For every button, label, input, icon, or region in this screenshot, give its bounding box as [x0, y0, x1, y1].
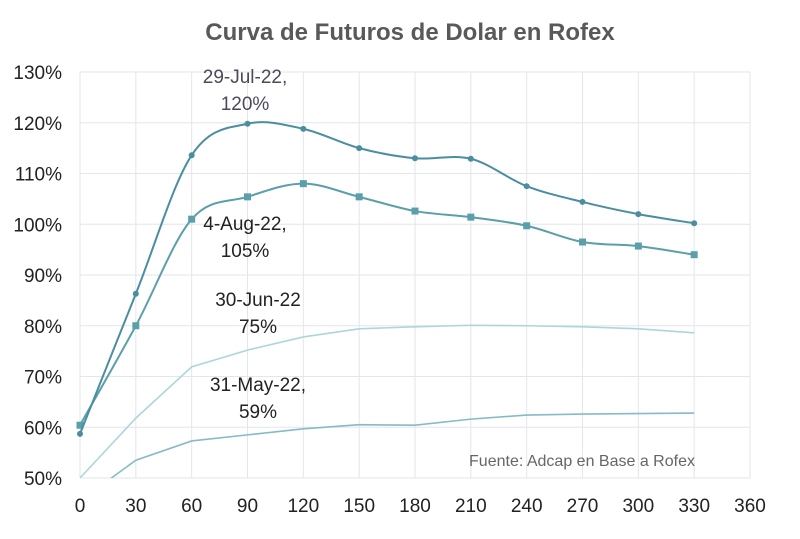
data-point-4-aug-22	[299, 180, 307, 188]
y-tick-label: 50%	[24, 469, 62, 490]
x-tick-label: 180	[399, 496, 431, 517]
y-tick-label: 60%	[24, 418, 62, 439]
data-point-4-aug-22	[467, 213, 475, 221]
y-tick-label: 90%	[24, 266, 62, 287]
data-point-29-jul-22	[635, 211, 642, 218]
annotation-value: 59%	[239, 402, 277, 423]
y-tick-label: 70%	[24, 368, 62, 389]
data-point-29-jul-22	[132, 290, 139, 297]
x-tick-label: 60	[181, 496, 202, 517]
x-tick-label: 330	[678, 496, 710, 517]
x-tick-label: 120	[287, 496, 319, 517]
data-point-29-jul-22	[188, 152, 195, 159]
data-point-4-aug-22	[76, 421, 84, 429]
annotation-value: 75%	[239, 317, 277, 338]
x-tick-label: 360	[734, 496, 766, 517]
annotation-value: 120%	[221, 94, 270, 115]
annotation-label: 31-May-22,	[210, 375, 306, 396]
annotation-value: 105%	[221, 241, 270, 262]
chart-title: Curva de Futuros de Dolar en Rofex	[205, 19, 615, 46]
data-point-29-jul-22	[77, 430, 83, 437]
data-point-29-jul-22	[412, 155, 418, 162]
data-point-29-jul-22	[691, 220, 698, 227]
x-tick-label: 300	[622, 496, 654, 517]
x-tick-label: 210	[455, 496, 487, 517]
data-point-4-aug-22	[523, 222, 531, 230]
data-point-4-aug-22	[411, 207, 419, 215]
x-tick-label: 270	[567, 496, 599, 517]
data-point-4-aug-22	[634, 242, 642, 250]
data-point-4-aug-22	[244, 193, 251, 201]
x-tick-label: 0	[75, 496, 86, 517]
data-point-4-aug-22	[579, 238, 586, 246]
x-tick-label: 240	[511, 496, 543, 517]
y-tick-label: 110%	[15, 165, 62, 186]
source-note: Fuente: Adcap en Base a Rofex	[469, 453, 695, 470]
x-tick-label: 30	[125, 496, 146, 517]
data-point-29-jul-22	[523, 183, 530, 190]
data-point-4-aug-22	[132, 322, 140, 330]
x-tick-label: 150	[343, 496, 375, 517]
data-point-29-jul-22	[300, 125, 307, 132]
data-point-4-aug-22	[690, 251, 698, 259]
annotation-label: 29-Jul-22,	[203, 67, 288, 88]
series-line-29-jul-22	[80, 121, 695, 435]
series-line-30-jun-22	[80, 324, 695, 478]
series-line-31-may-22	[110, 412, 695, 478]
annotation-label: 4-Aug-22,	[203, 214, 286, 235]
y-tick-label: 80%	[24, 317, 62, 338]
series-line-4-aug-22	[80, 182, 695, 426]
x-tick-label: 90	[237, 496, 258, 517]
data-point-29-jul-22	[467, 155, 474, 162]
y-tick-label: 100%	[13, 215, 62, 236]
data-point-29-jul-22	[356, 145, 363, 152]
annotation-label: 30-Jun-22	[215, 290, 301, 311]
y-tick-label: 130%	[13, 63, 62, 84]
data-point-4-aug-22	[188, 215, 196, 223]
data-point-29-jul-22	[244, 120, 251, 127]
data-point-29-jul-22	[579, 198, 586, 205]
y-tick-label: 120%	[13, 114, 62, 135]
data-point-4-aug-22	[355, 193, 363, 201]
